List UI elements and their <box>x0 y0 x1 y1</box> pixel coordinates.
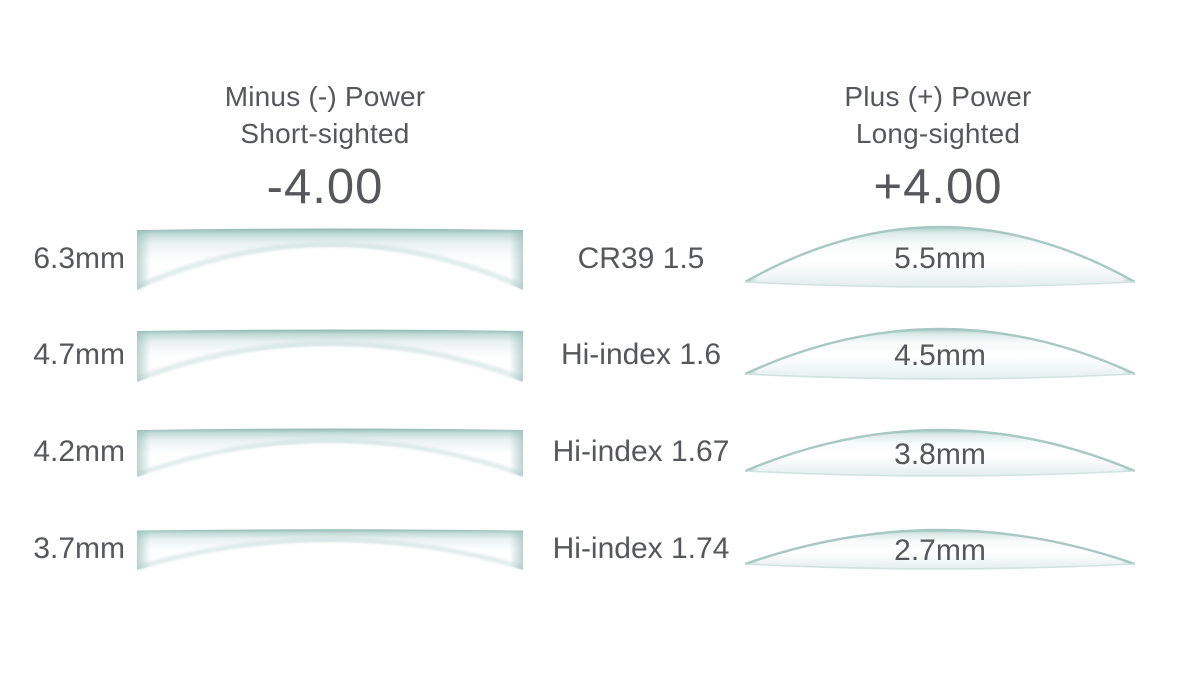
plus-power-header: Plus (+) Power Long-sighted +4.00 <box>738 78 1138 213</box>
minus-lens-illustration <box>137 427 523 477</box>
plus-power-type-label: Plus (+) Power <box>844 81 1032 112</box>
material-label: Hi-index 1.6 <box>560 338 722 371</box>
minus-sight-type-label: Short-sighted <box>240 118 410 149</box>
concave-lens-icon <box>137 228 523 290</box>
material-label: Hi-index 1.67 <box>552 435 730 468</box>
minus-edge-thickness-label: 4.2mm <box>33 435 125 468</box>
plus-lens-illustration: 5.5mm <box>745 225 1135 288</box>
concave-lens-icon <box>137 329 523 382</box>
convex-lens-icon <box>745 327 1135 380</box>
plus-center-thickness-label: 3.8mm <box>894 437 986 471</box>
concave-lens-icon <box>137 428 523 477</box>
plus-lens-illustration: 4.5mm <box>745 327 1135 380</box>
material-label: CR39 1.5 <box>577 242 705 275</box>
convex-lens-icon <box>745 528 1135 570</box>
minus-power-header: Minus (-) Power Short-sighted -4.00 <box>125 78 525 213</box>
minus-power-type-label: Minus (-) Power <box>224 81 426 112</box>
minus-lens-illustration <box>137 227 523 290</box>
convex-lens-icon <box>745 428 1135 477</box>
plus-lens-illustration: 3.8mm <box>745 428 1135 477</box>
minus-lens-illustration <box>137 528 523 570</box>
plus-sight-type-label: Long-sighted <box>855 118 1021 149</box>
plus-center-thickness-label: 2.7mm <box>894 534 986 567</box>
minus-power-value-label: -4.00 <box>266 160 384 214</box>
minus-edge-thickness-label: 6.3mm <box>33 242 125 275</box>
concave-lens-icon <box>137 529 523 570</box>
convex-lens-icon <box>745 225 1135 288</box>
plus-center-thickness-label: 5.5mm <box>894 241 986 275</box>
minus-edge-thickness-label: 4.7mm <box>33 338 125 371</box>
minus-lens-illustration <box>137 328 523 382</box>
plus-center-thickness-label: 4.5mm <box>894 338 986 372</box>
material-label: Hi-index 1.74 <box>552 532 730 565</box>
plus-power-value-label: +4.00 <box>873 160 1003 214</box>
plus-lens-illustration: 2.7mm <box>745 528 1135 570</box>
minus-edge-thickness-label: 3.7mm <box>33 532 125 565</box>
